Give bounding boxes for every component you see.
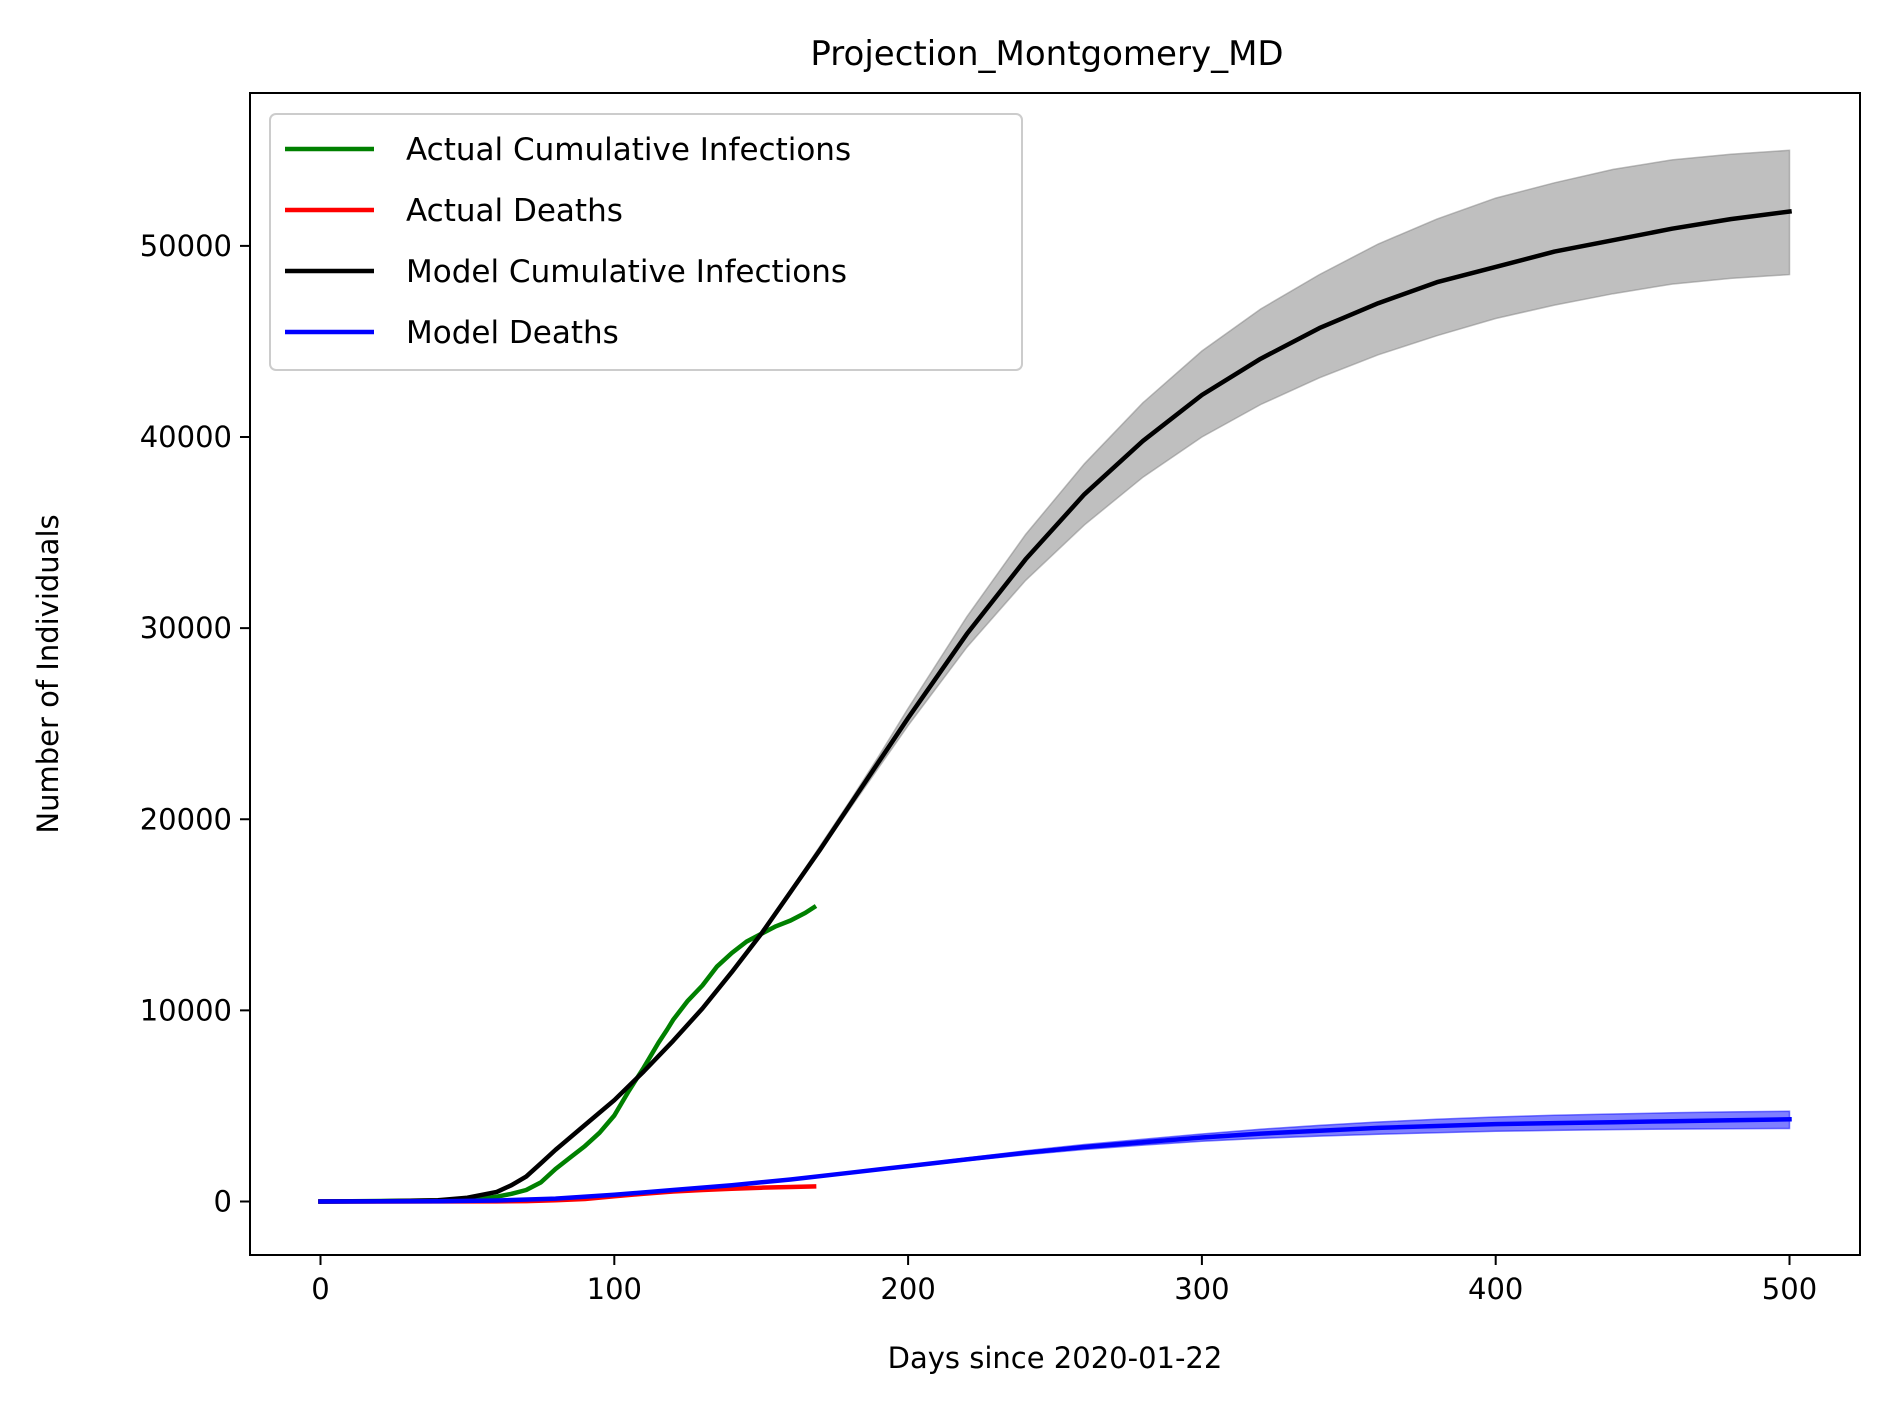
legend: Actual Cumulative Infections Actual Death… [269,113,1023,371]
x-axis-label: Days since 2020-01-22 [888,1341,1223,1375]
x-tick-label: 200 [880,1272,935,1306]
x-tick-label: 100 [587,1272,642,1306]
chart-title: Projection_Montgomery_MD [810,34,1283,74]
y-axis-label: Number of Individuals [31,514,65,833]
x-tick-label: 400 [1468,1272,1523,1306]
x-axis: 0 100 200 300 400 500 [311,1255,1817,1306]
plot-area [318,149,1793,1204]
x-tick-label: 0 [311,1272,329,1306]
x-tick-label: 300 [1174,1272,1229,1306]
axes-frame [249,92,1861,1256]
x-tick-label: 500 [1762,1272,1817,1306]
legend-label-model-deaths: Model Deaths [406,315,619,351]
model-deaths-line [318,1117,1792,1204]
y-tick-label: 50000 [140,229,232,263]
legend-box [269,113,1023,371]
y-tick-label: 10000 [140,993,232,1027]
legend-label-actual-deaths: Actual Deaths [406,193,623,229]
y-axis: 0 10000 20000 30000 40000 50000 [140,229,250,1218]
model-cumulative-infections-line [318,208,1793,1204]
y-tick-label: 40000 [140,420,232,454]
legend-label-model-cumulative-infections: Model Cumulative Infections [406,254,847,290]
y-tick-label: 20000 [140,802,232,836]
legend-label-actual-cumulative-infections: Actual Cumulative Infections [406,132,851,168]
actual-cumulative-infections-line [318,904,818,1204]
y-tick-label: 0 [214,1184,232,1218]
y-tick-label: 30000 [140,611,232,645]
